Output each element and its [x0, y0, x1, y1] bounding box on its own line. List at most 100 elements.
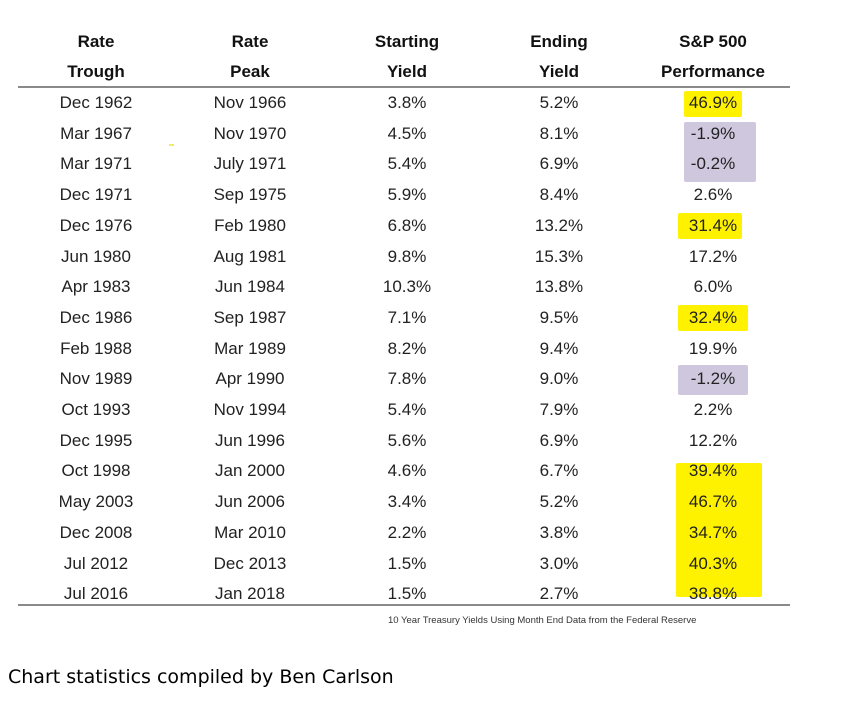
- highlight-row-5: [678, 213, 742, 239]
- performance-cell: 17.2%: [688, 246, 738, 266]
- peak-cell: Sep 1987: [213, 307, 287, 327]
- performance-cell: 38.8%: [688, 584, 738, 604]
- starting-yield-cell: 1.5%: [387, 553, 427, 573]
- ending-yield-cell: 8.1%: [539, 123, 579, 143]
- trough-cell: Mar 1971: [60, 154, 132, 174]
- trough-cell: Dec 1986: [59, 307, 133, 327]
- ending-yield-cell: 5.2%: [539, 93, 579, 112]
- starting-yield-cell: 5.4%: [387, 154, 427, 174]
- performance-cell: -1.9%: [690, 123, 736, 143]
- ending-yield-cell: 13.8%: [534, 277, 584, 297]
- trough-cell: Dec 1995: [59, 430, 133, 450]
- stray-mark: [169, 144, 174, 146]
- trough-cell: Jul 2012: [63, 553, 129, 573]
- performance-cell: 46.9%: [688, 93, 738, 112]
- performance-cell: 40.3%: [688, 553, 738, 573]
- performance-cell: 12.2%: [688, 430, 738, 450]
- ending-yield-cell: 9.5%: [539, 307, 579, 327]
- starting-yield-cell: 5.9%: [387, 185, 427, 205]
- trough-cell: Dec 1976: [59, 215, 133, 235]
- starting-yield-cell: 7.1%: [387, 307, 427, 327]
- highlight-row-8: [678, 305, 748, 331]
- trough-cell: Oct 1998: [61, 461, 131, 481]
- peak-cell: Jan 2000: [215, 461, 285, 481]
- trough-cell: May 2003: [58, 492, 134, 512]
- ending-yield-cell: 5.2%: [539, 492, 579, 512]
- ending-yield-cell: 9.4%: [539, 338, 579, 358]
- performance-cell: 19.9%: [688, 338, 738, 358]
- peak-cell: Sep 1975: [213, 185, 287, 205]
- source-note: 10 Year Treasury Yields Using Month End …: [388, 615, 697, 626]
- starting-yield-cell: 3.4%: [387, 492, 427, 512]
- rate-peak-header-line-1: Rate: [231, 32, 269, 51]
- trough-cell: Dec 1962: [59, 93, 133, 112]
- starting-yield-header-line-1: Starting: [374, 32, 440, 51]
- performance-cell: 31.4%: [688, 215, 738, 235]
- starting-yield-cell: 4.6%: [387, 461, 427, 481]
- starting-yield-cell: 2.2%: [387, 522, 427, 542]
- peak-cell: Mar 1989: [214, 338, 286, 358]
- trough-cell: Jun 1980: [61, 246, 131, 266]
- trough-cell: Dec 2008: [59, 522, 133, 542]
- starting-yield-cell: 8.2%: [387, 338, 427, 358]
- highlight-row-1: [684, 91, 742, 117]
- trough-cell: Jul 2016: [63, 584, 129, 604]
- performance-cell: 2.2%: [693, 400, 733, 419]
- peak-cell: Dec 2013: [213, 553, 287, 573]
- performance-cell: 32.4%: [688, 307, 738, 327]
- ending-yield-cell: 15.3%: [534, 246, 584, 266]
- starting-yield-cell: 5.6%: [387, 430, 427, 450]
- peak-cell: Nov 1970: [213, 123, 287, 143]
- starting-yield-cell: 9.8%: [387, 246, 427, 266]
- header-rule: [18, 86, 790, 88]
- trough-cell: Dec 1971: [59, 185, 133, 205]
- starting-yield-cell: 7.8%: [387, 369, 427, 389]
- footer-rule: [18, 604, 790, 606]
- ending-yield-cell: 7.9%: [539, 400, 579, 419]
- starting-yield-header-line-2: Yield: [387, 62, 427, 81]
- rate-trough-header-line-1: Rate: [77, 32, 115, 51]
- starting-yield-cell: 4.5%: [387, 123, 427, 143]
- performance-cell: 6.0%: [693, 277, 733, 297]
- performance-cell: 46.7%: [688, 492, 738, 512]
- ending-yield-cell: 6.9%: [539, 154, 579, 174]
- highlight-row-10: [678, 365, 748, 395]
- ending-yield-cell: 3.0%: [539, 553, 579, 573]
- ending-yield-cell: 2.7%: [539, 584, 579, 604]
- sp500-performance-header-line-2: Performance: [661, 62, 765, 81]
- ending-yield-header-line-1: Ending: [530, 32, 588, 51]
- performance-cell: -1.2%: [690, 369, 736, 389]
- trough-cell: Mar 1967: [60, 123, 132, 143]
- rate-peak-header-line-2: Peak: [230, 62, 270, 81]
- sp500-performance-header-line-1: S&P 500: [679, 32, 747, 51]
- rate-trough-header-line-2: Trough: [67, 62, 125, 81]
- ending-yield-cell: 6.7%: [539, 461, 579, 481]
- starting-yield-cell: 1.5%: [387, 584, 427, 604]
- ending-yield-cell: 3.8%: [539, 522, 579, 542]
- trough-cell: Apr 1983: [61, 277, 131, 297]
- ending-yield-cell: 8.4%: [539, 185, 579, 205]
- performance-cell: -0.2%: [690, 154, 736, 174]
- ending-yield-cell: 9.0%: [539, 369, 579, 389]
- peak-cell: Nov 1994: [213, 400, 287, 419]
- peak-cell: Mar 2010: [214, 522, 286, 542]
- ending-yield-cell: 13.2%: [534, 215, 584, 235]
- ending-yield-cell: 6.9%: [539, 430, 579, 450]
- peak-cell: Jun 1984: [215, 277, 285, 297]
- performance-cell: 34.7%: [688, 522, 738, 542]
- peak-cell: Jun 2006: [215, 492, 285, 512]
- peak-cell: Jun 1996: [215, 430, 285, 450]
- starting-yield-cell: 10.3%: [382, 277, 432, 297]
- starting-yield-cell: 3.8%: [387, 93, 427, 112]
- trough-cell: Oct 1993: [61, 400, 131, 419]
- peak-cell: Jan 2018: [215, 584, 285, 604]
- ending-yield-header-line-2: Yield: [539, 62, 579, 81]
- peak-cell: Apr 1990: [215, 369, 285, 389]
- starting-yield-cell: 5.4%: [387, 400, 427, 419]
- performance-cell: 2.6%: [693, 185, 733, 205]
- highlight-rows-13-17: [676, 463, 762, 597]
- peak-cell: Nov 1966: [213, 93, 287, 112]
- credit-line: Chart statistics compiled by Ben Carlson: [8, 666, 394, 688]
- trough-cell: Nov 1989: [59, 369, 133, 389]
- peak-cell: Aug 1981: [213, 246, 287, 266]
